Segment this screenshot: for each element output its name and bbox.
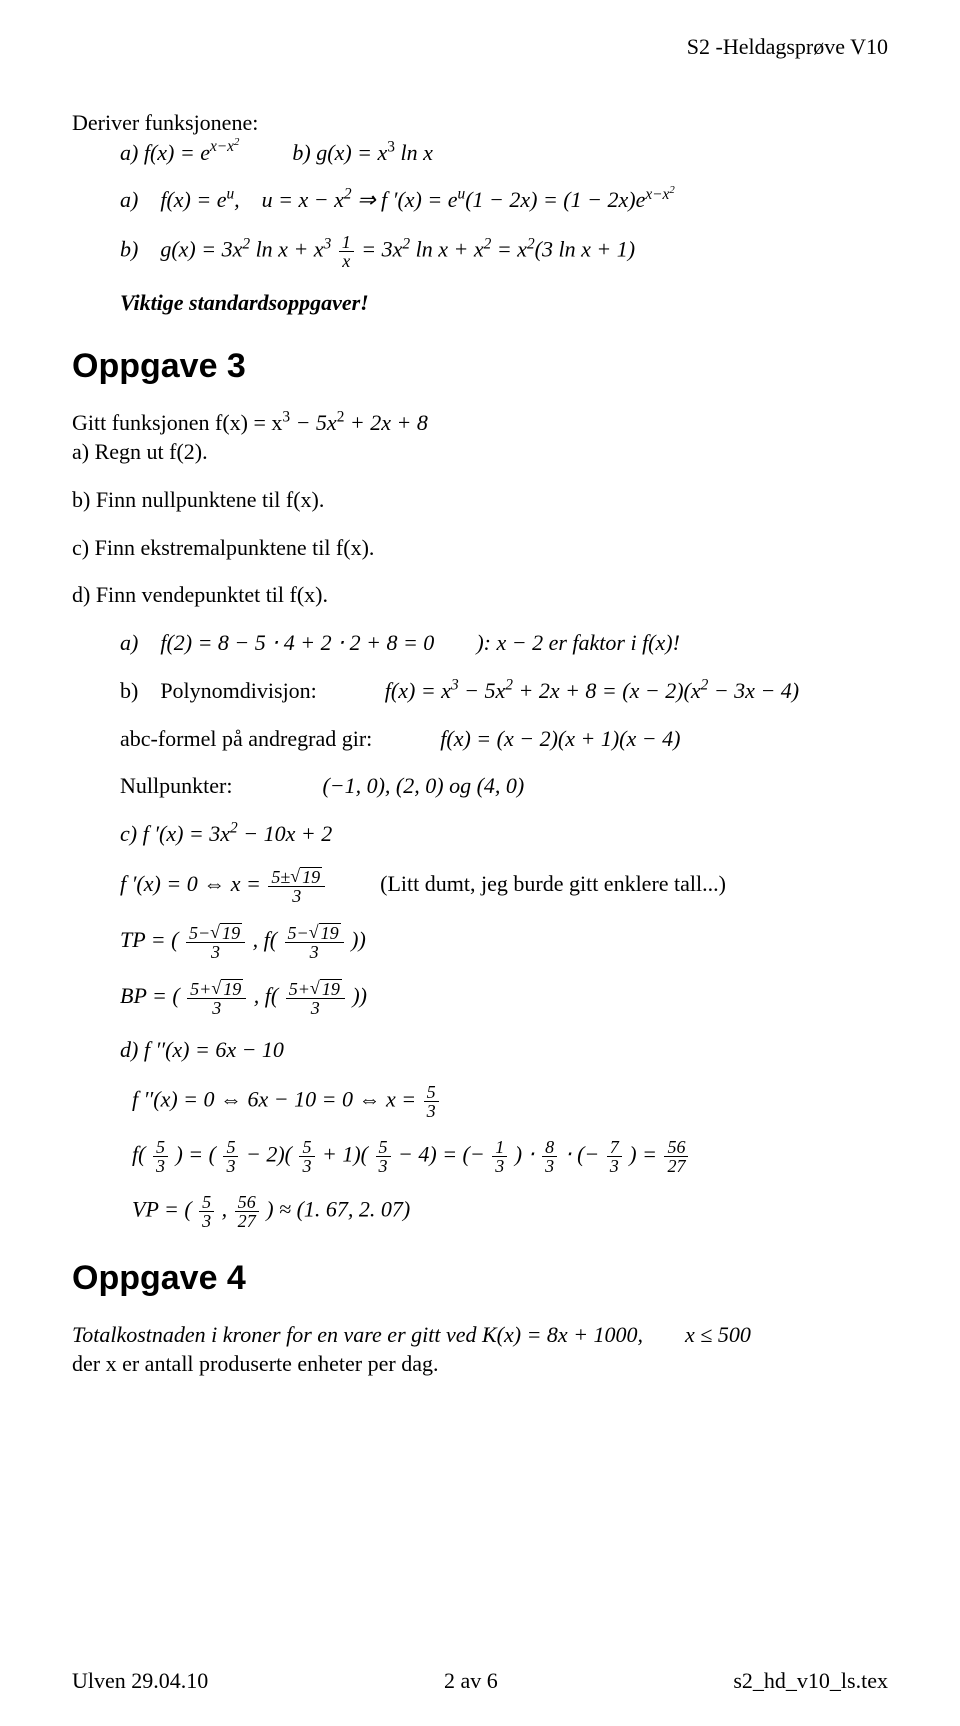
oppgave-4-heading: Oppgave 4 (72, 1256, 888, 1302)
intro-b-exp: 3 (387, 138, 395, 155)
oppgave-3-heading: Oppgave 3 (72, 344, 888, 390)
viktige-note: Viktige standardsoppgaver! (72, 288, 888, 318)
deriver-title: Deriver funksjonene: (72, 108, 888, 138)
o3-regn: a) Regn ut f(2). (72, 437, 888, 467)
o3-d: d) Finn vendepunktet til f(x). (72, 580, 888, 610)
footer-right: s2_hd_v10_ls.tex (733, 1666, 888, 1696)
o3-c: c) Finn ekstremalpunktene til f(x). (72, 533, 888, 563)
intro-b-tail: ln x (395, 140, 433, 165)
o3-bp: BP = ( 5+193 , f( 5+193 )) (72, 979, 888, 1017)
page: S2 -Heldagsprøve V10 Deriver funksjonene… (0, 0, 960, 1726)
footer: Ulven 29.04.10 2 av 6 s2_hd_v10_ls.tex (72, 1666, 888, 1696)
o3-sol-b: b) Polynomdivisjon: f(x) = x3 − 5x2 + 2x… (72, 676, 888, 706)
o3-c-sol: c) f ′(x) = 3x2 − 10x + 2 (72, 819, 888, 849)
sol-a: a) f(x) = eu, u = x − x2 ⇒ f ′(x) = eu(1… (72, 185, 888, 215)
intro-b: b) g(x) = x (292, 140, 387, 165)
o3-fprime-zero: f ′(x) = 0 ⇔ x = 5±19 3 (Litt dumt, jeg … (72, 867, 888, 905)
o3-tp: TP = ( 5−193 , f( 5−193 )) (72, 923, 888, 961)
o4-line1: Totalkostnaden i kroner for en vare er g… (72, 1320, 888, 1350)
footer-left: Ulven 29.04.10 (72, 1666, 208, 1696)
deriver-functions: a) f(x) = ex−x2 b) g(x) = x3 ln x (72, 138, 888, 168)
intro-a: a) f(x) = e (120, 140, 210, 165)
o3-f53: f( 53 ) = ( 53 − 2)( 53 + 1)( 53 − 4) = … (72, 1138, 888, 1175)
intro-a-exp: x−x2 (210, 138, 239, 155)
o3-d-sol: d) f ′′(x) = 6x − 10 (72, 1035, 888, 1065)
o3-null: Nullpunkter: (−1, 0), (2, 0) og (4, 0) (72, 771, 888, 801)
o3-abc: abc-formel på andregrad gir: f(x) = (x −… (72, 724, 888, 754)
o3-d2: f ′′(x) = 0 ⇔ 6x − 10 = 0 ⇔ x = 53 (72, 1083, 888, 1120)
o3-gitt: Gitt funksjonen f(x) = x3 − 5x2 + 2x + 8 (72, 408, 888, 438)
o3-vp: VP = ( 53 , 5627 ) ≈ (1. 67, 2. 07) (72, 1193, 888, 1230)
o3-sol-a: a) f(2) = 8 − 5 ⋅ 4 + 2 ⋅ 2 + 8 = 0): x … (72, 628, 888, 658)
footer-center: 2 av 6 (444, 1666, 498, 1696)
o3-b: b) Finn nullpunktene til f(x). (72, 485, 888, 515)
sol-b: b) g(x) = 3x2 ln x + x3 1x = 3x2 ln x + … (72, 233, 888, 270)
header-right: S2 -Heldagsprøve V10 (687, 32, 888, 62)
o4-line2: der x er antall produserte enheter per d… (72, 1349, 888, 1379)
